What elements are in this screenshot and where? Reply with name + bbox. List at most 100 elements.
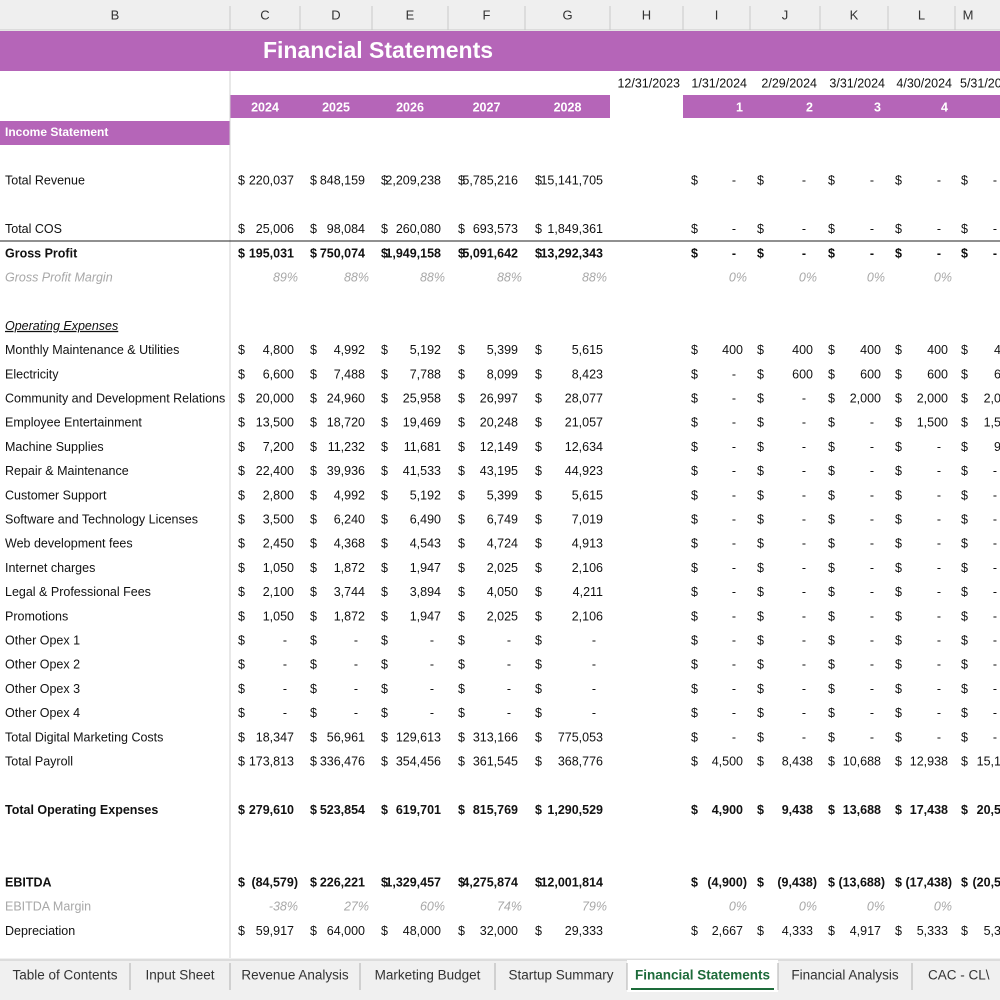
annual-value: 11,232 xyxy=(328,440,365,454)
sheet-tab[interactable]: CAC - CL\ xyxy=(928,968,990,983)
currency-sign: $ xyxy=(828,924,835,938)
row-label: Other Opex 3 xyxy=(5,682,80,696)
currency-sign: $ xyxy=(381,706,388,720)
currency-sign: $ xyxy=(238,754,245,768)
year-label: 2028 xyxy=(554,100,582,114)
monthly-value: - xyxy=(937,609,941,623)
monthly-value: (20,5 xyxy=(973,875,1000,889)
monthly-value: - xyxy=(732,537,736,551)
monthly-value: - xyxy=(870,730,874,744)
currency-sign: $ xyxy=(691,561,698,575)
annual-value: - xyxy=(430,682,434,696)
annual-value: - xyxy=(592,706,596,720)
monthly-value: - xyxy=(870,682,874,696)
monthly-value: 0% xyxy=(799,270,817,284)
sheet-tab[interactable]: Startup Summary xyxy=(508,968,613,983)
annual-value: 6,749 xyxy=(487,512,518,526)
currency-sign: $ xyxy=(895,464,902,478)
currency-sign: $ xyxy=(381,488,388,502)
currency-sign: $ xyxy=(535,488,542,502)
currency-sign: $ xyxy=(310,222,317,236)
currency-sign: $ xyxy=(895,609,902,623)
sheet-tab[interactable]: Input Sheet xyxy=(145,968,214,983)
currency-sign: $ xyxy=(381,391,388,405)
currency-sign: $ xyxy=(310,464,317,478)
currency-sign: $ xyxy=(238,609,245,623)
period-number: 3 xyxy=(874,100,881,114)
monthly-value: - xyxy=(802,391,806,405)
currency-sign: $ xyxy=(895,343,902,357)
currency-sign: $ xyxy=(757,803,764,817)
annual-value: 3,744 xyxy=(334,585,365,599)
monthly-value: - xyxy=(870,222,874,236)
row-label: Community and Development Relations xyxy=(5,391,225,405)
year-label: 2026 xyxy=(396,100,424,114)
currency-sign: $ xyxy=(458,803,465,817)
monthly-value: - xyxy=(993,537,997,551)
monthly-value: - xyxy=(802,488,806,502)
currency-sign: $ xyxy=(828,537,835,551)
currency-sign: $ xyxy=(895,391,902,405)
currency-sign: $ xyxy=(691,706,698,720)
currency-sign: $ xyxy=(310,512,317,526)
currency-sign: $ xyxy=(828,706,835,720)
monthly-value: 4,333 xyxy=(782,924,813,938)
monthly-value: - xyxy=(732,222,736,236)
currency-sign: $ xyxy=(691,174,698,188)
currency-sign: $ xyxy=(381,754,388,768)
sheet-tab[interactable]: Financial Analysis xyxy=(791,968,899,983)
monthly-value: - xyxy=(870,174,874,188)
annual-value: 313,166 xyxy=(473,730,518,744)
sheet-tab[interactable]: Table of Contents xyxy=(12,968,117,983)
sheet-tab[interactable]: Financial Statements xyxy=(635,968,770,983)
currency-sign: $ xyxy=(828,464,835,478)
currency-sign: $ xyxy=(961,440,968,454)
annual-value: - xyxy=(430,706,434,720)
monthly-value: - xyxy=(993,585,997,599)
currency-sign: $ xyxy=(238,246,245,260)
annual-value: 4,992 xyxy=(334,343,365,357)
annual-value: 368,776 xyxy=(558,754,603,768)
currency-sign: $ xyxy=(961,658,968,672)
annual-value: 13,292,343 xyxy=(540,246,603,260)
monthly-value: - xyxy=(732,633,736,647)
currency-sign: $ xyxy=(757,585,764,599)
currency-sign: $ xyxy=(691,682,698,696)
currency-sign: $ xyxy=(757,174,764,188)
monthly-value: - xyxy=(993,512,997,526)
currency-sign: $ xyxy=(458,609,465,623)
currency-sign: $ xyxy=(757,561,764,575)
currency-sign: $ xyxy=(310,416,317,430)
monthly-value: - xyxy=(870,464,874,478)
currency-sign: $ xyxy=(310,537,317,551)
currency-sign: $ xyxy=(238,730,245,744)
currency-sign: $ xyxy=(535,658,542,672)
monthly-value: - xyxy=(802,246,806,260)
currency-sign: $ xyxy=(458,391,465,405)
annual-value: 1,872 xyxy=(334,609,365,623)
currency-sign: $ xyxy=(828,343,835,357)
sheet-tab[interactable]: Revenue Analysis xyxy=(241,968,349,983)
currency-sign: $ xyxy=(310,488,317,502)
currency-sign: $ xyxy=(458,488,465,502)
currency-sign: $ xyxy=(757,609,764,623)
annual-value: 4,800 xyxy=(263,343,294,357)
currency-sign: $ xyxy=(895,875,902,889)
annual-value: 3,894 xyxy=(410,585,441,599)
annual-value: 129,613 xyxy=(396,730,441,744)
row-label: EBITDA Margin xyxy=(5,900,91,914)
currency-sign: $ xyxy=(238,512,245,526)
sheet-tab[interactable]: Marketing Budget xyxy=(375,968,481,983)
monthly-value: 0% xyxy=(799,900,817,914)
currency-sign: $ xyxy=(757,754,764,768)
currency-sign: $ xyxy=(828,754,835,768)
annual-value: - xyxy=(283,658,287,672)
monthly-value: - xyxy=(802,609,806,623)
currency-sign: $ xyxy=(757,730,764,744)
currency-sign: $ xyxy=(458,633,465,647)
active-tab[interactable] xyxy=(627,960,778,992)
currency-sign: $ xyxy=(828,730,835,744)
currency-sign: $ xyxy=(895,803,902,817)
currency-sign: $ xyxy=(691,416,698,430)
